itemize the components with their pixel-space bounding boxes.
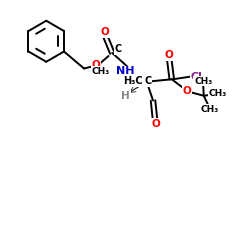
Text: CH₃: CH₃: [194, 77, 212, 86]
Text: Cl: Cl: [191, 72, 203, 82]
Text: H₃C: H₃C: [123, 76, 143, 86]
Text: CH₃: CH₃: [208, 89, 227, 98]
Text: O: O: [100, 27, 109, 37]
Text: O: O: [165, 50, 174, 60]
Text: C: C: [144, 76, 152, 86]
Text: CH₃: CH₃: [201, 105, 219, 114]
Text: O: O: [92, 60, 100, 70]
Text: O: O: [151, 119, 160, 129]
Text: C: C: [115, 44, 122, 54]
Text: O: O: [182, 86, 191, 96]
Text: NH: NH: [116, 66, 135, 76]
Text: CH₃: CH₃: [92, 66, 110, 76]
Text: H: H: [121, 90, 130, 101]
